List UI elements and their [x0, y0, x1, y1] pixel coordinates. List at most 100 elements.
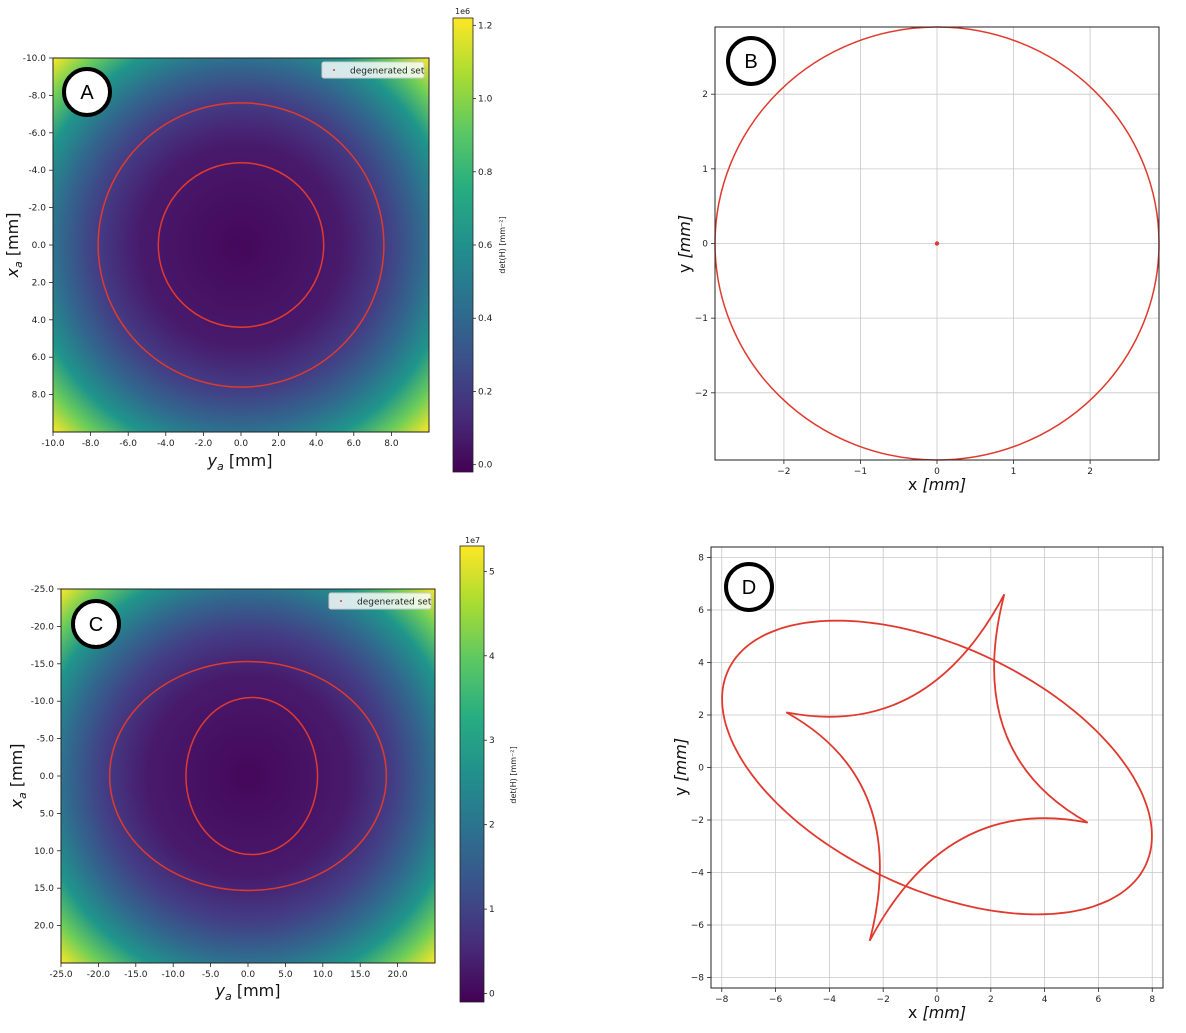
- colorbar-tick-label: 0.6: [478, 241, 493, 251]
- panel-d-badge: D: [724, 562, 774, 612]
- panel-a-axes: -10.0 -8.0 -6.0 -4.0 -2.0 0.0 2.0 4.0 6.0 8.0 -10.…: [23, 54, 399, 449]
- x-tick-label: 6: [1096, 995, 1102, 1005]
- panel-c-heatmap: [61, 589, 435, 963]
- x-tick-label: −2: [877, 995, 890, 1005]
- svg-text:D: D: [742, 577, 756, 599]
- legend-label: degenerated set: [357, 598, 432, 608]
- caustic-ellipse: [721, 619, 1153, 916]
- y-tick-label: -5.0: [36, 735, 54, 745]
- svg-text:A: A: [80, 82, 94, 104]
- y-tick-label: 6.0: [32, 353, 47, 363]
- panel-a-heatmap: [53, 58, 429, 432]
- x-tick-label: 0: [934, 467, 940, 477]
- panel-c-axes: -25.0 -20.0 -15.0 -10.0 -5.0 0.0 5.0 10.0 15.0 20…: [31, 585, 408, 980]
- svg-text:C: C: [89, 614, 103, 636]
- colorbar-tick-label: 3: [489, 736, 495, 746]
- panel-a-ylabel: xa [mm]: [3, 213, 25, 279]
- colorbar-tick-label: 1.2: [478, 21, 492, 31]
- y-tick-label: 0.0: [32, 241, 47, 251]
- x-tick-label: 0: [934, 995, 940, 1005]
- y-tick-label: −4: [691, 869, 705, 879]
- colorbar-tick-label: 1.0: [478, 95, 493, 105]
- panel-a-colorbar: 1e6 det(H) [mm⁻²] 0.0 0.2 0.4 0.6 0.8 1.0 1.2: [452, 7, 507, 473]
- degenerated-set-curve: [108, 660, 388, 892]
- degenerated-set-curve: [97, 102, 385, 388]
- x-tick-label: 2.0: [271, 439, 286, 449]
- y-tick-label: 4.0: [32, 316, 47, 326]
- degenerated-set-curve: [157, 161, 325, 329]
- y-tick-label: -4.0: [28, 166, 46, 176]
- caustic-astroid: [785, 593, 1089, 942]
- x-tick-label: −6: [769, 995, 783, 1005]
- x-tick-label: −8: [715, 995, 729, 1005]
- y-tick-label: 2: [698, 711, 704, 721]
- colorbar-tick-label: 5: [489, 567, 495, 577]
- colorbar-tick-label: 0.0: [478, 461, 493, 471]
- degenerated-set-curve: [185, 696, 319, 856]
- panel-d-frame: [710, 546, 1164, 989]
- panel-b-badge: B: [726, 36, 776, 86]
- panel-a: -10.0 -8.0 -6.0 -4.0 -2.0 0.0 2.0 4.0 6.0 8.0 -10.…: [3, 7, 507, 473]
- y-tick-label: 8: [698, 554, 704, 564]
- x-tick-label: 5.0: [278, 970, 293, 980]
- legend-label: degenerated set: [350, 67, 425, 77]
- x-tick-label: 2: [1087, 467, 1093, 477]
- x-tick-label: 8: [1149, 995, 1155, 1005]
- panel-b-xlabel: x [mm]: [908, 475, 966, 494]
- x-tick-label: 4.0: [309, 439, 324, 449]
- x-tick-label: −1: [854, 467, 867, 477]
- panel-c-xlabel: ya [mm]: [215, 981, 281, 1003]
- x-tick-label: 6.0: [347, 439, 362, 449]
- x-tick-label: -4.0: [157, 439, 175, 449]
- x-tick-label: -15.0: [124, 970, 148, 980]
- x-tick-label: 20.0: [388, 970, 408, 980]
- y-tick-label: 5.0: [40, 809, 55, 819]
- x-tick-label: 2: [988, 995, 994, 1005]
- y-tick-label: -25.0: [31, 585, 55, 595]
- colorbar-tick-label: 0: [489, 990, 495, 1000]
- x-tick-label: −4: [823, 995, 837, 1005]
- y-tick-label: 2.0: [32, 278, 47, 288]
- x-tick-label: -5.0: [202, 970, 220, 980]
- legend-marker: [340, 600, 342, 602]
- x-tick-label: -10.0: [41, 439, 65, 449]
- caustic-point: [934, 241, 940, 246]
- panel-a-xlabel: ya [mm]: [207, 451, 273, 473]
- panel-b-frame: [714, 26, 1160, 461]
- y-tick-label: 2: [702, 90, 708, 100]
- colorbar-tick-label: 4: [489, 652, 495, 662]
- x-tick-label: 1: [1011, 467, 1017, 477]
- y-tick-label: 8.0: [32, 391, 47, 401]
- y-tick-label: -20.0: [31, 622, 55, 632]
- x-tick-label: 10.0: [313, 970, 333, 980]
- panel-b-ylabel: y [mm]: [675, 215, 694, 273]
- panel-d: −8 −6 −4 −2 0 2 4 6 8 −8 −6 −4 −2 0 2 4 6 8 x [mm] y [mm]…: [671, 546, 1164, 1022]
- y-tick-label: −1: [695, 314, 708, 324]
- panel-b: −2 −1 0 1 2 −2 −1 0 1 2 x [mm] y [mm] B: [675, 26, 1160, 494]
- panel-d-xlabel: x [mm]: [908, 1003, 966, 1022]
- y-tick-label: 6: [698, 606, 704, 616]
- panel-d-axes: −8 −6 −4 −2 0 2 4 6 8 −8 −6 −4 −2 0 2 4 6 8: [691, 554, 1156, 1006]
- panel-d-curves: [721, 593, 1153, 942]
- svg-text:B: B: [744, 51, 757, 73]
- y-tick-label: 20.0: [34, 922, 54, 932]
- panel-a-curves: [97, 102, 385, 388]
- y-tick-label: -2.0: [28, 204, 46, 214]
- y-tick-label: 1: [702, 165, 708, 175]
- panel-a-frame: [52, 57, 430, 433]
- y-tick-label: -8.0: [28, 91, 46, 101]
- colorbar-multiplier: 1e6: [455, 7, 470, 16]
- x-tick-label: -10.0: [162, 970, 186, 980]
- colorbar-label: det(H) [mm⁻²]: [498, 216, 507, 273]
- x-tick-label: 15.0: [350, 970, 370, 980]
- y-tick-label: -15.0: [31, 660, 55, 670]
- panel-c-frame: [60, 588, 436, 964]
- y-tick-label: −8: [691, 974, 705, 984]
- x-tick-label: -25.0: [49, 970, 73, 980]
- colorbar-label: det(H) [mm⁻²]: [509, 746, 518, 803]
- y-tick-label: 0: [698, 764, 704, 774]
- x-tick-label: −2: [777, 467, 790, 477]
- y-tick-label: -6.0: [28, 129, 46, 139]
- panel-d-grid: [711, 547, 1163, 988]
